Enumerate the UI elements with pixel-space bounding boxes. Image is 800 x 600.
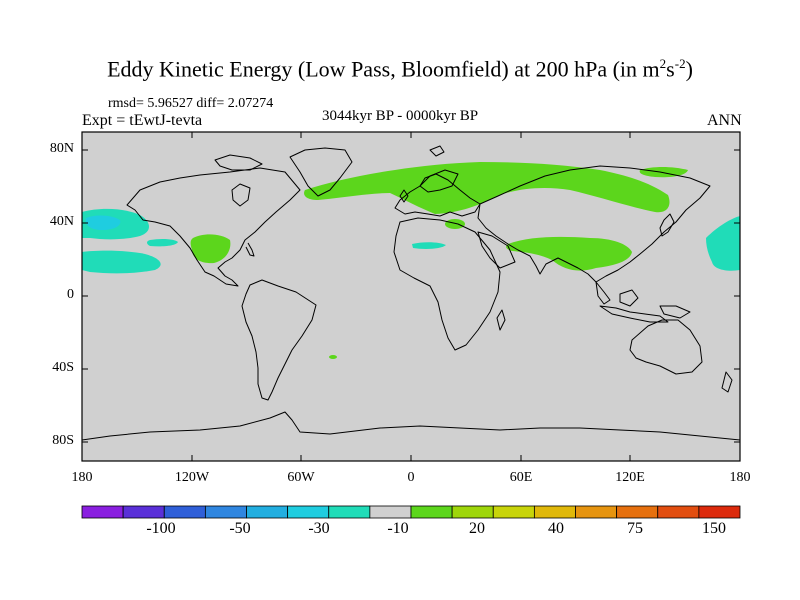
colorbar-swatch	[616, 505, 659, 519]
coastline-new-guinea	[659, 305, 691, 319]
coastline-africa	[393, 217, 501, 351]
negative-region-subtropical-pacific	[82, 250, 161, 274]
positive-region-eurasia	[304, 162, 670, 214]
colorbar-swatch	[533, 505, 576, 519]
coastline-hudson-bay	[231, 183, 251, 207]
season-label: ANN	[707, 112, 742, 129]
colorbar-label-40: 40	[548, 520, 564, 537]
coastline-british-isles	[399, 189, 409, 203]
coastline-indonesia	[599, 305, 669, 323]
colorbar-label-150: 150	[702, 520, 726, 537]
anomaly-fields	[82, 162, 740, 359]
coastline-arabia	[477, 231, 516, 269]
ytick-label-0: 0	[67, 287, 74, 302]
colorbar-swatch	[657, 505, 700, 519]
period-label: 3044kyr BP - 0000kyr BP	[321, 108, 479, 124]
positive-region-gulf-mexico	[190, 234, 231, 264]
experiment-label: Expt = tEwtJ-tevta	[82, 112, 203, 129]
colorbar-label-20: 20	[469, 520, 485, 537]
ytick-label-40n: 40N	[49, 214, 74, 229]
colorbar-swatch	[451, 505, 494, 519]
xtick-label-60w: 60W	[287, 470, 315, 485]
positive-region-north-africa	[445, 219, 465, 229]
coastline-australia	[629, 319, 703, 375]
colorbar-swatch	[246, 505, 289, 519]
colorbar-label-m30: -30	[308, 520, 330, 537]
negative-region-pacific-strip	[147, 238, 178, 247]
axis-ticks	[82, 132, 740, 461]
colorbar-label-75: 75	[627, 520, 643, 537]
coastline-florida	[245, 242, 255, 257]
colorbar-swatch	[81, 505, 124, 519]
xtick-label-0: 0	[407, 470, 415, 485]
negative-region-west-pacific	[706, 216, 740, 271]
coastline-europe	[394, 173, 481, 217]
coastline-svalbard	[429, 145, 445, 157]
colorbar-label-m50: -50	[229, 520, 251, 537]
coastline-north-america	[126, 167, 301, 287]
coastline-greenland	[289, 147, 353, 197]
coastline-antarctica	[82, 411, 740, 441]
xtick-label-180e: 180	[729, 470, 751, 485]
xtick-label-180w: 180	[71, 470, 93, 485]
negative-region-north-pacific-core	[85, 215, 121, 230]
coastline-southeast-asia	[595, 281, 611, 305]
colorbar-swatch	[575, 505, 618, 519]
coastline-arctic-islands	[214, 154, 263, 171]
ytick-label-80s: 80S	[52, 433, 74, 448]
colorbar-swatch	[163, 505, 206, 519]
colorbar-label-m100: -100	[146, 520, 176, 537]
coastline-madagascar	[496, 309, 506, 331]
xtick-label-60e: 60E	[509, 470, 533, 485]
positive-region-south-atlantic	[329, 355, 337, 359]
coastline-japan	[659, 213, 675, 237]
xtick-label-120e: 120E	[615, 470, 645, 485]
colorbar-swatch	[698, 505, 741, 519]
plot-title: Eddy Kinetic Energy (Low Pass, Bloomfiel…	[107, 56, 693, 82]
coastline-new-zealand	[721, 371, 733, 393]
ytick-label-40s: 40S	[52, 360, 74, 375]
colorbar-label-m10: -10	[387, 520, 409, 537]
colorbar-swatch	[328, 505, 371, 519]
coastline-borneo	[619, 289, 639, 307]
xtick-label-120w: 120W	[174, 470, 210, 485]
negative-region-mediterranean	[412, 242, 446, 249]
colorbar	[81, 505, 741, 519]
colorbar-swatch	[287, 505, 330, 519]
colorbar-swatch	[492, 505, 535, 519]
coastline-scandinavia	[419, 169, 459, 193]
colorbar-swatch	[204, 505, 247, 519]
coastline-asia	[477, 165, 711, 283]
ytick-label-80n: 80N	[49, 141, 74, 156]
coastline-south-america	[241, 279, 317, 401]
stats-label: rmsd= 5.96527 diff= 2.07274	[108, 96, 274, 111]
positive-region-south-asia	[506, 236, 632, 271]
colorbar-swatch	[369, 505, 412, 519]
colorbar-swatch	[122, 505, 165, 519]
coastlines	[82, 145, 740, 441]
colorbar-swatch	[410, 505, 453, 519]
